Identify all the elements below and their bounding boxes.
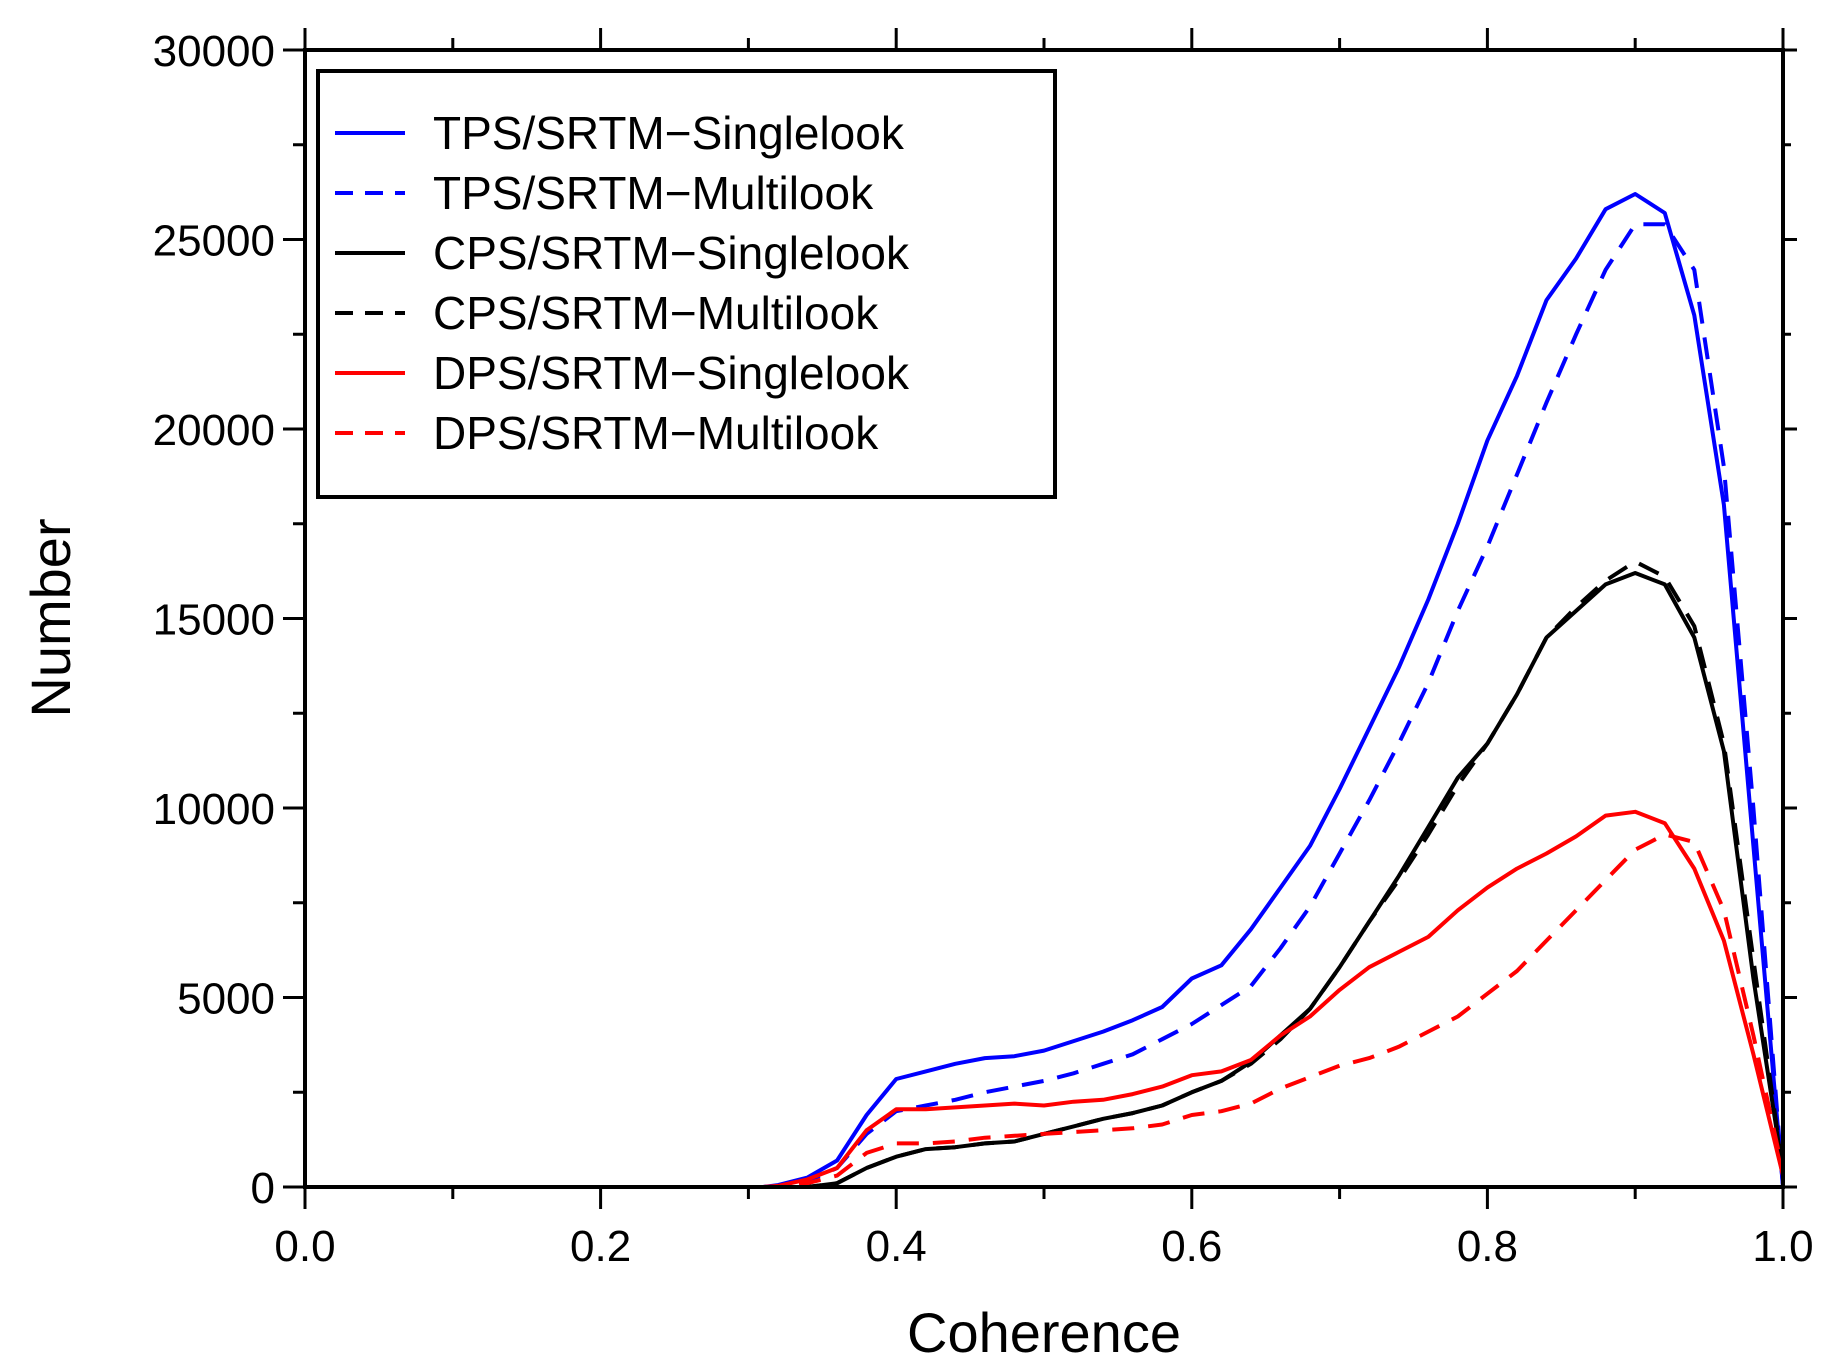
y-axis-title: Number (19, 518, 82, 717)
legend-label-tps-srtm-multilook: TPS/SRTM−Multilook (433, 167, 874, 219)
y-tick-label: 15000 (153, 596, 275, 645)
series-layer (762, 192, 1785, 1189)
y-tick-labels: 0 5000 10000 15000 20000 25000 30000 (153, 27, 275, 1213)
plot-frame (303, 48, 1785, 1189)
legend: TPS/SRTM−Singlelook TPS/SRTM−Multilook CPS… (316, 69, 1057, 499)
x-tick-label: 0.4 (866, 1222, 927, 1271)
legend-label-tps-srtm-singlelook: TPS/SRTM−Singlelook (433, 107, 905, 159)
legend-label-dps-srtm-multilook: DPS/SRTM−Multilook (433, 407, 879, 459)
x-tick-label: 0.6 (1161, 1222, 1222, 1271)
y-tick-label: 25000 (153, 217, 275, 266)
series-line-dps-srtm-multilook (763, 832, 1785, 1189)
series-line-tps-srtm-multilook (763, 222, 1785, 1189)
series-line-tps-srtm-singlelook (762, 192, 1785, 1189)
series-line-cps-srtm-multilook (763, 559, 1785, 1189)
x-tick-label: 0.2 (570, 1222, 631, 1271)
y-tick-label: 5000 (177, 975, 275, 1024)
y-tick-label: 0 (251, 1164, 275, 1213)
legend-items: TPS/SRTM−Singlelook TPS/SRTM−Multilook CPS… (335, 107, 910, 459)
x-tick-labels: 0.0 0.2 0.4 0.6 0.8 1.0 (274, 1222, 1813, 1271)
x-tick-label: 1.0 (1752, 1222, 1813, 1271)
x-axis-title: Coherence (907, 1301, 1181, 1364)
series-line-dps-srtm-singlelook (763, 809, 1785, 1189)
y-tick-label: 30000 (153, 27, 275, 76)
series-line-cps-srtm-singlelook (763, 571, 1785, 1189)
x-tick-label: 0.8 (1457, 1222, 1518, 1271)
legend-label-cps-srtm-singlelook: CPS/SRTM−Singlelook (433, 227, 910, 279)
y-tick-label: 10000 (153, 785, 275, 834)
legend-label-cps-srtm-multilook: CPS/SRTM−Multilook (433, 287, 879, 339)
x-axis-ticks (303, 28, 1785, 1209)
legend-box (316, 69, 1057, 499)
legend-label-dps-srtm-singlelook: DPS/SRTM−Singlelook (433, 347, 910, 399)
y-tick-label: 20000 (153, 406, 275, 455)
x-tick-label: 0.0 (274, 1222, 335, 1271)
